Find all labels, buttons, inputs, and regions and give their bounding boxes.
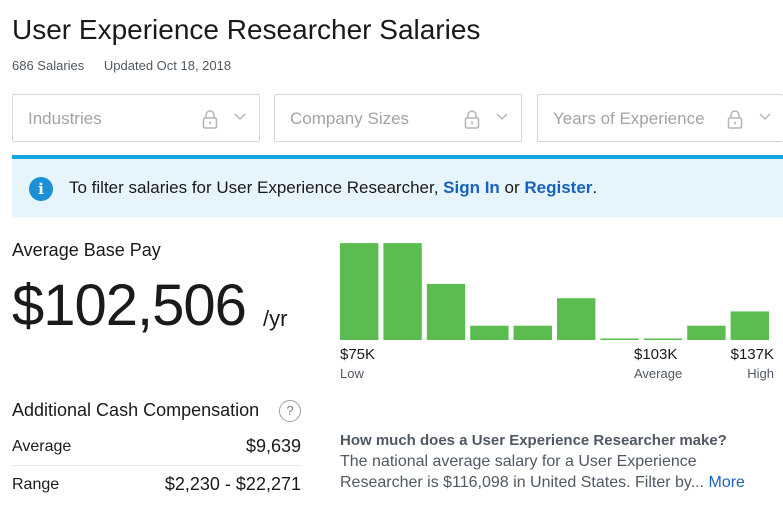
info-end-text: . (592, 178, 598, 197)
histogram-bar-4 (470, 325, 509, 340)
tick-average-label: Average (634, 366, 683, 381)
additional-cash-title: Additional Cash Compensation (12, 400, 260, 420)
histogram-svg (340, 243, 769, 340)
histogram-bar-10 (730, 311, 769, 340)
tick-low-label: Low (340, 366, 364, 381)
histogram-bar-7 (600, 338, 639, 340)
average-base-pay-label: Average Base Pay (12, 240, 161, 260)
histogram-bar-3 (426, 283, 466, 340)
faq-question: How much does a User Experience Research… (340, 432, 727, 449)
cash-average-value: $9,639 (245, 436, 301, 456)
company-sizes-filter[interactable]: Company Sizes (274, 94, 522, 142)
faq-answer: The national average salary for a User E… (340, 451, 780, 493)
chevron-down-icon (496, 113, 508, 121)
sign-in-link[interactable]: Sign In (443, 178, 500, 197)
average-base-pay-value: $102,506 (12, 273, 247, 338)
years-of-experience-filter[interactable]: Years of Experience (537, 94, 783, 142)
lock-icon (464, 110, 480, 129)
cash-range-label: Range (12, 476, 60, 493)
chevron-down-icon (234, 113, 246, 121)
cash-average-row: Average $9,639 (12, 428, 301, 466)
histogram-bar-9 (687, 325, 726, 340)
company-sizes-filter-label: Company Sizes (290, 109, 410, 128)
updated-date: Updated Oct 18, 2018 (103, 58, 232, 73)
cash-range-row: Range $2,230 - $22,271 (12, 466, 301, 504)
histogram-bar-6 (557, 298, 596, 340)
register-link[interactable]: Register (524, 178, 593, 197)
salary-count: 686 Salaries (12, 58, 85, 73)
lock-icon (202, 110, 218, 129)
base-pay-unit: /yr (263, 306, 288, 331)
cash-average-label: Average (12, 438, 72, 455)
industries-filter[interactable]: Industries (12, 94, 260, 142)
info-or-text: or (499, 178, 525, 197)
chevron-down-icon (759, 113, 771, 121)
info-message: To filter salaries for User Experience R… (69, 178, 597, 198)
page-title: User Experience Researcher Salaries (12, 14, 481, 45)
industries-filter-label: Industries (28, 109, 102, 128)
tick-high-label: High (747, 366, 774, 381)
info-icon: i (29, 177, 53, 201)
years-of-experience-filter-label: Years of Experience (553, 109, 705, 128)
filter-bar: Industries Company Sizes Years of Experi… (12, 94, 783, 142)
cash-range-value: $2,230 - $22,271 (164, 474, 301, 494)
help-icon[interactable]: ? (279, 400, 301, 422)
histogram-bar-8 (643, 338, 683, 340)
histogram-bar-2 (383, 243, 422, 340)
faq-answer-text: The national average salary for a User E… (340, 453, 705, 491)
info-text: To filter salaries for User Experience R… (69, 178, 444, 197)
salary-faq: How much does a User Experience Research… (340, 432, 780, 493)
tick-average-value: $103K (634, 346, 678, 363)
page-meta: 686 Salaries Updated Oct 18, 2018 (12, 58, 231, 73)
tick-low-value: $75K (340, 346, 376, 363)
lock-icon (727, 110, 743, 129)
more-link[interactable]: More (708, 474, 745, 491)
histogram-bar-5 (513, 325, 552, 340)
histogram-bar-1 (340, 243, 379, 340)
tick-high-value: $137K (730, 346, 774, 363)
salary-histogram (340, 236, 774, 340)
info-banner: i To filter salaries for User Experience… (12, 155, 783, 217)
